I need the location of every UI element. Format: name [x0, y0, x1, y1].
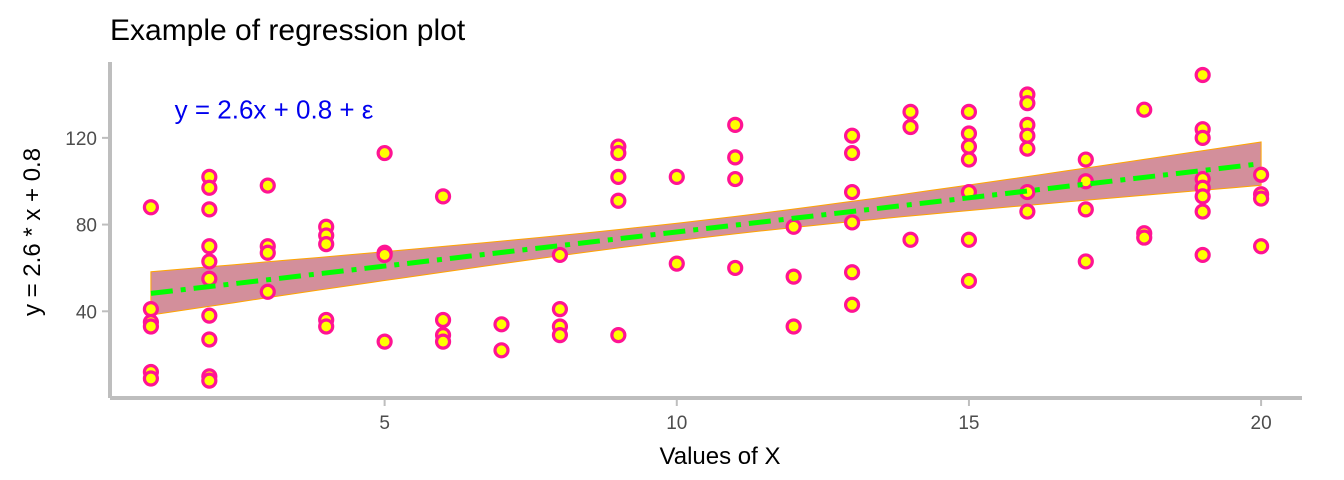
data-point: [668, 255, 685, 272]
data-point: [610, 168, 627, 185]
y-axis-ticks: 40 80 120: [65, 129, 108, 323]
data-point: [142, 318, 160, 335]
data-point: [960, 103, 978, 120]
confidence-band: [150, 141, 1262, 316]
data-point: [201, 238, 218, 255]
data-point: [376, 333, 393, 350]
data-point: [201, 372, 218, 389]
x-tick-label: 20: [1251, 413, 1272, 434]
data-point: [1252, 190, 1270, 207]
data-point: [142, 301, 160, 318]
data-point: [843, 144, 861, 162]
data-point: [1252, 166, 1270, 183]
data-point: [1194, 246, 1211, 264]
data-point: [960, 138, 978, 155]
data-point: [727, 116, 744, 133]
data-point: [902, 231, 919, 248]
data-point: [142, 199, 160, 216]
data-point: [727, 259, 744, 277]
data-point: [785, 268, 802, 285]
data-point: [902, 103, 919, 120]
regression-equation: y = 2.6x + 0.8 + ε: [175, 95, 374, 125]
data-point: [434, 333, 452, 350]
data-point: [843, 183, 861, 201]
data-point: [259, 177, 276, 194]
x-axis-ticks: 5 10 15 20: [379, 400, 1272, 434]
data-point: [843, 264, 861, 281]
data-point: [551, 327, 569, 344]
data-point: [1194, 188, 1211, 205]
regression-line: [150, 161, 1262, 296]
data-point: [727, 149, 744, 166]
data-point: [1136, 229, 1153, 246]
data-point: [610, 327, 627, 344]
data-point: [1252, 238, 1270, 255]
y-tick-label: 80: [76, 216, 97, 237]
data-point: [785, 218, 802, 235]
confidence-band-layer: [150, 141, 1262, 316]
data-point: [668, 168, 685, 185]
data-point: [1019, 95, 1036, 112]
data-point: [960, 231, 978, 248]
data-point: [318, 235, 335, 253]
data-point: [201, 179, 218, 196]
data-point: [785, 318, 802, 335]
x-tick-label: 10: [666, 413, 687, 434]
data-point: [960, 272, 978, 290]
data-point: [1194, 203, 1211, 220]
y-tick-label: 120: [65, 129, 97, 150]
data-point: [610, 144, 627, 162]
data-point: [1136, 101, 1153, 118]
chart-title: Example of regression plot: [110, 14, 466, 47]
data-point: [434, 188, 452, 205]
y-tick-label: 40: [76, 302, 97, 323]
data-point: [142, 370, 160, 387]
x-tick-label: 5: [379, 413, 390, 434]
x-axis-title: Values of X: [660, 443, 781, 470]
plot-area: [142, 66, 1270, 389]
data-point: [201, 201, 218, 218]
x-tick-label: 15: [958, 413, 979, 434]
data-point: [376, 246, 393, 264]
data-point: [493, 342, 510, 359]
data-point: [551, 301, 569, 318]
data-point: [201, 331, 218, 348]
data-point: [727, 170, 744, 188]
data-point: [201, 307, 218, 324]
data-point: [960, 125, 978, 142]
data-point: [843, 296, 861, 313]
data-point: [843, 214, 861, 231]
data-point: [1019, 203, 1036, 220]
data-point: [493, 316, 510, 333]
data-point: [551, 246, 569, 264]
data-point: [1077, 201, 1094, 218]
data-point: [610, 192, 627, 209]
data-point: [1077, 151, 1094, 168]
data-point: [960, 151, 978, 168]
data-point: [376, 144, 393, 162]
data-point: [201, 270, 218, 287]
points-layer: [142, 66, 1270, 389]
data-point: [902, 118, 919, 136]
data-point: [843, 127, 861, 144]
data-point: [1019, 140, 1036, 157]
data-point: [1194, 66, 1211, 84]
data-point: [318, 318, 335, 335]
data-point: [259, 283, 276, 300]
fit-line-layer: [150, 161, 1262, 296]
data-point: [259, 244, 276, 261]
data-point: [434, 311, 452, 329]
data-point: [1194, 129, 1211, 146]
data-point: [201, 253, 218, 270]
y-axis-title: y = 2.6 * x + 0.8: [19, 148, 46, 316]
data-point: [1077, 253, 1094, 270]
data-point: [1019, 127, 1036, 144]
